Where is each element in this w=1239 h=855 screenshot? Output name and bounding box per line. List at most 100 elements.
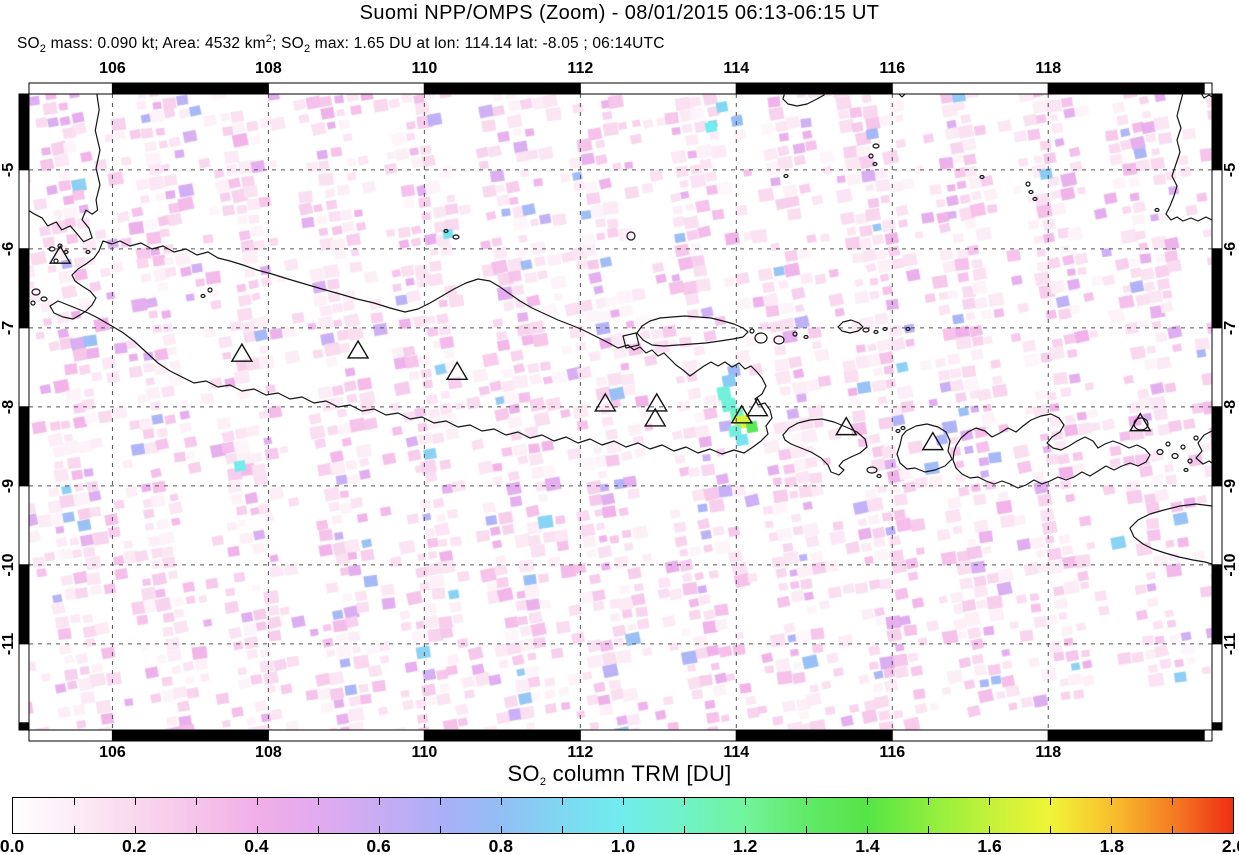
coastline-lombok	[896, 423, 953, 473]
colorbar-label-0.8: 0.8	[488, 836, 513, 855]
frame-left-seg-1	[18, 169, 30, 250]
colorbar-tick	[562, 798, 563, 805]
coastline-sumba	[1129, 503, 1212, 565]
colorbar-tick	[928, 826, 929, 833]
volcano-triangle-6	[643, 407, 667, 427]
colorbar-title: SO2 column TRM [DU]	[507, 761, 732, 788]
colorbar-tick	[135, 826, 136, 833]
colorbar-tick	[74, 826, 75, 833]
lat-label-right--7: -7	[1222, 320, 1239, 335]
colorbar-tick	[623, 798, 624, 805]
coastline-kangean	[837, 319, 864, 334]
island-17	[1025, 181, 1031, 187]
colorbar-tick	[440, 826, 441, 833]
colorbar-tick	[1111, 798, 1112, 805]
colorbar-label-1.6: 1.6	[977, 836, 1002, 855]
frame-bottom-seg-8	[1203, 729, 1213, 742]
volcano-markers	[48, 244, 1152, 451]
lat-label-left--9: -9	[0, 478, 17, 493]
island-31	[876, 473, 882, 479]
colorbar-tick	[501, 826, 502, 833]
colorbar-label-0.6: 0.6	[366, 836, 391, 855]
island-41	[1193, 435, 1199, 441]
island-8	[905, 326, 911, 332]
frame-top-seg-8	[1203, 82, 1213, 95]
colorbar-tick	[501, 798, 502, 805]
lat-label-left--10: -10	[0, 553, 17, 577]
island-26	[30, 300, 36, 306]
frame-right-seg-2	[1211, 248, 1223, 329]
frame-left-seg-3	[18, 327, 30, 408]
colorbar-tick	[1050, 826, 1051, 833]
island-12	[872, 143, 880, 149]
island-18	[1028, 189, 1034, 195]
colorbar-tick	[257, 798, 258, 805]
frame-right-seg-3	[1211, 327, 1223, 408]
island-23	[53, 258, 59, 264]
colorbar-tick	[135, 798, 136, 805]
lat-label-right--5: -5	[1222, 162, 1239, 177]
frame-left-seg-6	[18, 564, 30, 645]
island-13	[868, 153, 874, 159]
lon-label-bottom-112: 112	[567, 744, 594, 761]
colorbar-tick	[257, 826, 258, 833]
lon-label-top-106: 106	[99, 60, 126, 77]
lat-label-right--6: -6	[1222, 241, 1239, 256]
colorbar-tick	[1050, 798, 1051, 805]
colorbar-tick	[379, 826, 380, 833]
coastline-sumbawa	[952, 413, 1151, 489]
island-24	[31, 288, 41, 296]
colorbar-tick	[928, 798, 929, 805]
island-0	[754, 332, 768, 344]
coastline-madura	[636, 315, 749, 347]
colorbar-tick	[989, 798, 990, 805]
frame-right-seg-7	[1211, 643, 1223, 724]
lat-label-left--5: -5	[0, 162, 17, 177]
volcano-triangle-0	[48, 244, 72, 264]
colorbar-tick	[806, 826, 807, 833]
lon-label-bottom-114: 114	[723, 744, 750, 761]
island-30	[866, 466, 878, 474]
island-11	[443, 228, 449, 234]
coastline-sulawesi-sw	[1165, 94, 1212, 222]
island-15	[783, 173, 789, 179]
island-37	[1171, 452, 1179, 460]
colorbar-tick	[74, 798, 75, 805]
lat-label-left--7: -7	[0, 320, 17, 335]
colorbar-tick	[867, 798, 868, 805]
frame-right-seg-4	[1211, 406, 1223, 487]
island-29	[200, 293, 206, 299]
colorbar-tick	[562, 826, 563, 833]
city-marker-box	[622, 332, 640, 349]
colorbar-label-0.4: 0.4	[244, 836, 269, 855]
colorbar-tick	[806, 798, 807, 805]
frame-bottom-seg-2	[267, 729, 425, 742]
lon-label-top-118: 118	[1035, 60, 1062, 77]
frame-top-seg-6	[891, 82, 1049, 95]
volcano-triangle-5	[645, 392, 668, 412]
island-28	[207, 287, 213, 293]
lon-label-top-114: 114	[723, 60, 750, 77]
lon-label-top-112: 112	[567, 60, 594, 77]
island-20	[48, 246, 56, 252]
coastline-kalimantan-tip	[782, 94, 826, 107]
coastline-bali	[782, 418, 868, 476]
frame-left-seg-8	[18, 722, 30, 731]
volcano-triangle-7	[730, 404, 753, 424]
island-21	[57, 243, 63, 249]
colorbar-label-0.0: 0.0	[0, 836, 25, 855]
lat-label-left--11: -11	[0, 632, 17, 655]
lon-label-bottom-116: 116	[879, 744, 906, 761]
volcano-triangle-4	[594, 392, 617, 412]
frame-top-seg-0	[28, 82, 113, 95]
colorbar-tick	[440, 798, 441, 805]
colorbar-tick	[867, 826, 868, 833]
frame-right-seg-0	[1211, 93, 1223, 171]
frame-right-seg-6	[1211, 564, 1223, 645]
lon-label-bottom-110: 110	[411, 744, 438, 761]
colorbar-label-1.4: 1.4	[855, 836, 880, 855]
lon-label-top-116: 116	[879, 60, 906, 77]
frame-top-seg-4	[579, 82, 737, 95]
colorbar-label-0.2: 0.2	[122, 836, 147, 855]
